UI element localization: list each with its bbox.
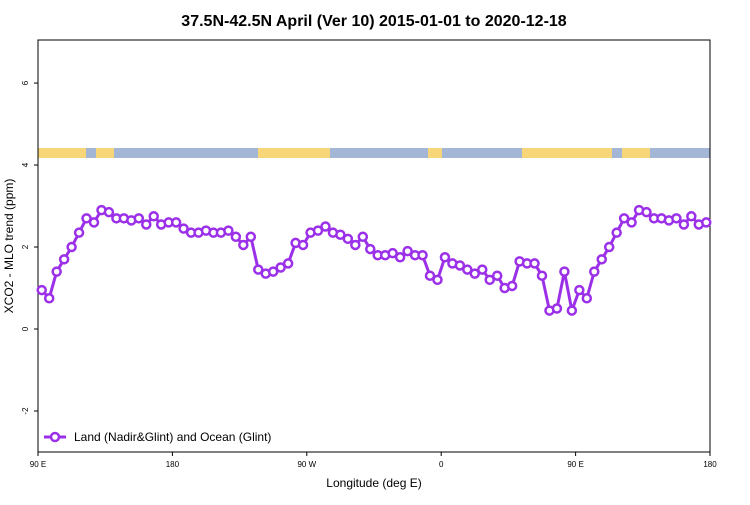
point xyxy=(424,270,436,281)
point xyxy=(230,231,242,243)
point xyxy=(566,305,578,316)
point xyxy=(245,231,257,243)
point xyxy=(282,258,294,269)
point xyxy=(596,254,607,265)
point xyxy=(51,266,62,277)
y-tick-label: 6 xyxy=(21,80,30,85)
point xyxy=(559,266,570,277)
chart-title: 37.5N-42.5N April (Ver 10) 2015-01-01 to… xyxy=(181,13,567,30)
point xyxy=(477,264,488,275)
point xyxy=(387,247,398,259)
point xyxy=(133,213,145,224)
point xyxy=(551,303,563,314)
point xyxy=(58,254,70,265)
x-tick-label: 90 W xyxy=(297,460,316,469)
point xyxy=(350,239,361,251)
y-tick-label: 4 xyxy=(21,162,30,167)
point xyxy=(618,213,630,224)
point xyxy=(73,227,85,238)
point xyxy=(335,229,346,240)
point xyxy=(536,270,548,281)
point xyxy=(506,280,518,292)
point xyxy=(223,225,234,236)
point xyxy=(81,213,92,224)
point xyxy=(357,231,369,243)
point xyxy=(66,241,77,253)
x-tick-label: 180 xyxy=(703,460,717,469)
point xyxy=(432,274,443,286)
point xyxy=(469,268,481,279)
point xyxy=(342,233,354,245)
point xyxy=(275,262,286,273)
point xyxy=(297,239,309,251)
y-axis-label: XCO2 - MLO trend (ppm) xyxy=(2,179,16,314)
point xyxy=(170,217,182,228)
point xyxy=(238,239,249,251)
x-tick-label: 180 xyxy=(166,460,180,469)
point xyxy=(611,227,622,238)
y-tick-label: 2 xyxy=(21,244,30,249)
point xyxy=(103,206,115,218)
point xyxy=(462,264,473,275)
point xyxy=(454,260,466,271)
point xyxy=(402,245,413,257)
point xyxy=(484,274,495,286)
point xyxy=(574,284,585,296)
point xyxy=(36,284,47,296)
point xyxy=(589,266,600,277)
point xyxy=(701,217,712,228)
point xyxy=(626,217,637,228)
legend-marker xyxy=(49,431,61,443)
point xyxy=(529,258,540,269)
point xyxy=(678,219,690,230)
legend-label: Land (Nadir&Glint) and Ocean (Glint) xyxy=(74,430,271,444)
y-tick-label: -2 xyxy=(21,407,30,415)
point xyxy=(581,293,593,304)
x-tick-label: 90 E xyxy=(567,460,583,469)
point xyxy=(148,211,159,222)
land-ocean-strip xyxy=(38,148,710,158)
point xyxy=(365,243,376,255)
plot-frame xyxy=(37,39,711,453)
point xyxy=(178,223,189,234)
point xyxy=(603,241,615,253)
x-axis-label: Longitude (deg E) xyxy=(326,476,421,490)
point xyxy=(320,221,331,232)
point xyxy=(491,270,503,281)
point xyxy=(641,206,652,218)
point xyxy=(312,225,324,236)
point xyxy=(267,266,279,277)
point xyxy=(439,252,451,263)
point xyxy=(141,219,152,230)
point xyxy=(88,217,100,228)
point xyxy=(43,293,55,304)
point xyxy=(253,264,264,275)
x-tick-label: 0 xyxy=(439,460,444,469)
x-tick-label: 90 E xyxy=(30,460,46,469)
y-tick-label: 0 xyxy=(21,326,30,331)
point xyxy=(417,249,428,261)
point xyxy=(671,213,682,224)
point xyxy=(686,211,697,222)
point xyxy=(394,252,406,263)
